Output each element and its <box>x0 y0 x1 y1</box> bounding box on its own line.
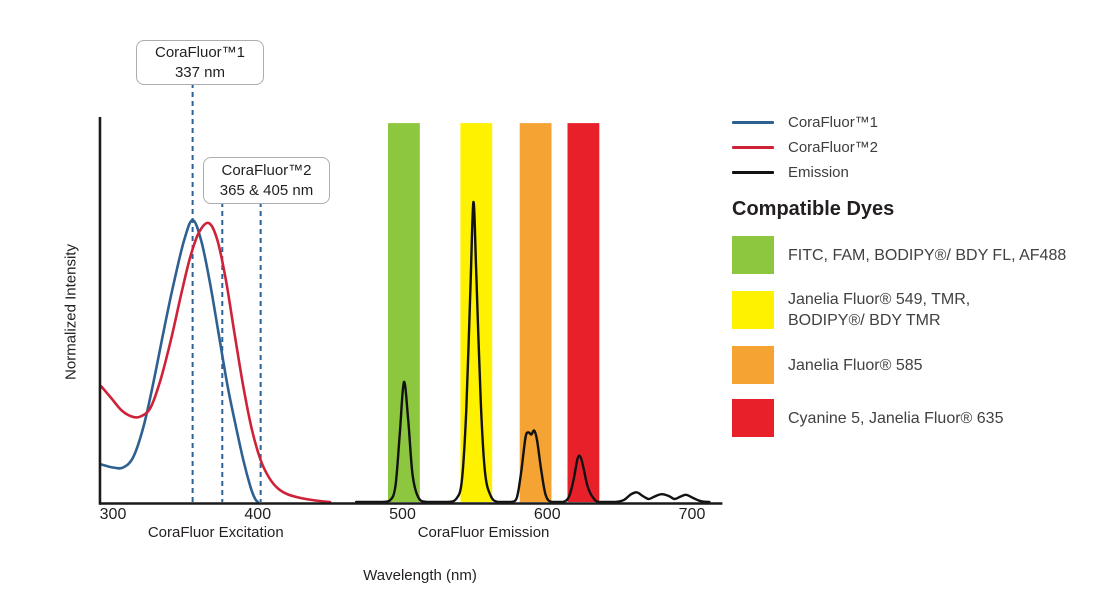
dye-item-green: FITC, FAM, BODIPY®/ BDY FL, AF488 <box>732 236 1104 274</box>
x-tick-label-400: 400 <box>244 506 272 523</box>
dye-label: FITC, FAM, BODIPY®/ BDY FL, AF488 <box>788 246 1067 264</box>
callout-corafluor2-wavelength: 365 & 405 nm <box>219 181 314 199</box>
x-tick-label-700: 700 <box>678 506 706 523</box>
y-axis-title: Normalized Intensity <box>62 244 80 380</box>
callout-corafluor1-wavelength: 337 nm <box>174 63 226 81</box>
legend-line-swatch <box>732 121 774 124</box>
x-axis-title: Wavelength (nm) <box>363 567 477 584</box>
emission-band-green <box>388 123 420 502</box>
dye-label: Cyanine 5, Janelia Fluor® 635 <box>788 409 1004 427</box>
dye-label: Janelia Fluor® 549, TMR, BODIPY®/ BDY TM… <box>788 291 971 329</box>
compatible-dyes-list: FITC, FAM, BODIPY®/ BDY FL, AF488 Janelia… <box>732 236 1104 437</box>
dye-item-red: Cyanine 5, Janelia Fluor® 635 <box>732 399 1104 437</box>
callout-corafluor2-title: CoraFluor™2 <box>221 161 312 179</box>
legend-label: CoraFluor™2 <box>788 139 879 156</box>
legend-item: Emission <box>732 160 1104 185</box>
dye-swatch-green <box>732 236 774 274</box>
x-tick-label-300: 300 <box>99 506 127 523</box>
emission-band-red <box>567 123 600 502</box>
axis-caption-emission: CoraFluor Emission <box>417 524 550 541</box>
callout-corafluor2: CoraFluor™2 365 & 405 nm <box>203 157 330 204</box>
legend-line-swatch <box>732 146 774 149</box>
dye-swatch-red <box>732 399 774 437</box>
x-tick-label-500: 500 <box>389 506 416 523</box>
legend-label: CoraFluor™1 <box>788 114 879 131</box>
legend-line-swatch <box>732 171 774 174</box>
series-curve-1 <box>100 221 332 504</box>
callout-corafluor1-title: CoraFluor™1 <box>154 43 246 61</box>
dye-label: Janelia Fluor® 585 <box>788 356 923 374</box>
legend-and-dyes-panel: CoraFluor™1 CoraFluor™2 Emission Compatibl… <box>732 110 1104 452</box>
legend-label: Emission <box>788 164 849 181</box>
compatible-dyes-heading: Compatible Dyes <box>732 198 895 220</box>
dye-swatch-yellow <box>732 291 774 329</box>
series-curve-0 <box>100 218 260 504</box>
dye-swatch-orange <box>732 346 774 384</box>
dye-item-orange: Janelia Fluor® 585 <box>732 346 1104 384</box>
legend-item: CoraFluor™1 <box>732 110 1104 135</box>
legend-item: CoraFluor™2 <box>732 135 1104 160</box>
x-tick-label-600: 600 <box>533 506 561 523</box>
callout-corafluor1: CoraFluor™1 337 nm <box>136 40 264 85</box>
spectra-chart <box>98 83 723 505</box>
series-legend: CoraFluor™1 CoraFluor™2 Emission <box>732 110 1104 185</box>
dye-item-yellow: Janelia Fluor® 549, TMR, BODIPY®/ BDY TM… <box>732 289 1104 331</box>
series-curve-2 <box>355 200 711 504</box>
axis-caption-excitation: CoraFluor Excitation <box>147 524 284 541</box>
